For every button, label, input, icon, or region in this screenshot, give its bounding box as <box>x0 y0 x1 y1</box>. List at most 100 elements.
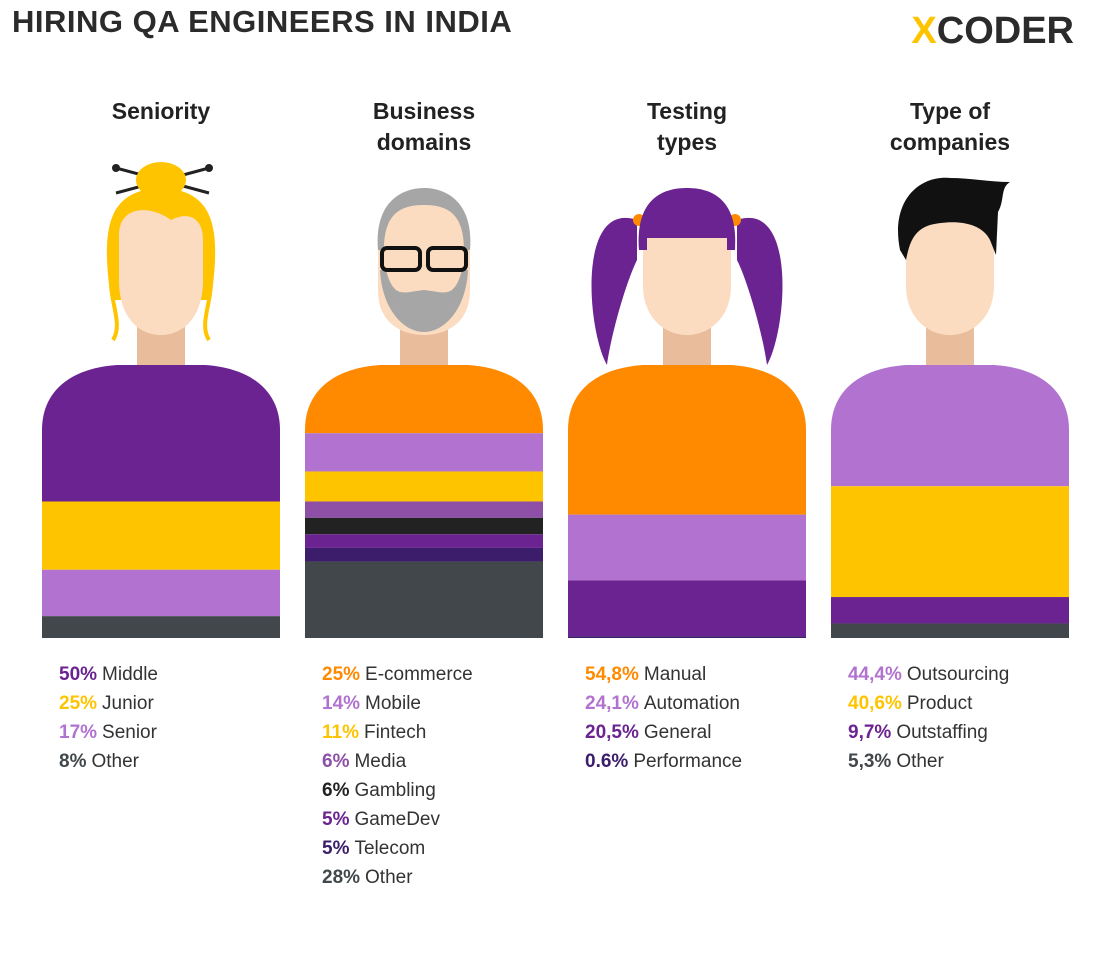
stripe <box>831 597 1069 624</box>
stripe <box>305 471 543 502</box>
head-1 <box>106 162 216 375</box>
stripe <box>42 501 280 570</box>
legend-label: GameDev <box>354 809 440 830</box>
stripe <box>568 636 806 638</box>
page-title: HIRING QA ENGINEERS IN INDIA <box>12 4 513 39</box>
stripe <box>305 561 543 638</box>
head-4 <box>898 177 1010 375</box>
legend-value: 44,4% <box>848 664 902 685</box>
legend-row: 6% Gambling <box>322 776 473 805</box>
legend-value: 5% <box>322 809 350 830</box>
legend-label: Junior <box>102 693 154 714</box>
legend-label: Manual <box>643 664 707 685</box>
panel-title: Business domains <box>372 98 476 155</box>
legend-label: Performance <box>633 751 743 772</box>
legend-label: Automation <box>643 693 740 714</box>
stripe <box>42 616 280 638</box>
logo: XCODER <box>911 10 1074 53</box>
panel-title: Type of companies <box>889 98 1011 155</box>
legend-label: Media <box>354 751 407 772</box>
stripe <box>568 365 806 515</box>
legend-row: 44,4% Outsourcing <box>848 660 1009 689</box>
legend-value: 25% <box>322 664 361 685</box>
legend-row: 40,6% Product <box>848 689 1009 718</box>
head-2 <box>377 188 471 375</box>
torso <box>568 365 806 638</box>
torso <box>305 365 543 638</box>
legend-label: General <box>643 722 712 743</box>
legend-value: 50% <box>59 664 98 685</box>
legend-row: 5% Telecom <box>322 834 473 863</box>
torso <box>42 365 280 638</box>
legend-row: 5% GameDev <box>322 805 473 834</box>
stripe <box>831 486 1069 598</box>
legend-value: 28% <box>322 867 361 888</box>
stripe <box>305 517 543 535</box>
legend-value: 24,1% <box>585 693 639 714</box>
legend-label: Senior <box>102 722 157 743</box>
legend-label: Outsourcing <box>906 664 1010 685</box>
legend-value: 25% <box>59 693 98 714</box>
stripe <box>568 514 806 581</box>
head-3 <box>591 188 783 375</box>
legend-label: Mobile <box>365 693 422 714</box>
stripe <box>305 501 543 518</box>
legend-label: Telecom <box>354 838 426 859</box>
legend: 50% Middle 25% Junior 17% Senior 8% Other <box>59 660 158 776</box>
panel-title: Seniority <box>111 98 211 124</box>
stripe <box>305 547 543 562</box>
legend-row: 0.6% Performance <box>585 747 742 776</box>
stripe <box>305 365 543 434</box>
legend-label: Outstaffing <box>896 722 988 743</box>
legend-label: Other <box>365 867 413 888</box>
legend-label: Fintech <box>363 722 427 743</box>
legend-row: 9,7% Outstaffing <box>848 718 1009 747</box>
legend-row: 6% Media <box>322 747 473 776</box>
legend-value: 14% <box>322 693 361 714</box>
logo-text: CODER <box>936 10 1074 52</box>
legend-row: 25% E-commerce <box>322 660 473 689</box>
stripe <box>42 365 280 502</box>
legend: 54,8% Manual 24,1% Automation 20,5% General 0.… <box>585 660 742 776</box>
legend-value: 6% <box>322 751 350 772</box>
legend-value: 40,6% <box>848 693 902 714</box>
torso <box>831 365 1069 638</box>
legend-label: Other <box>896 751 944 772</box>
legend-row: 20,5% General <box>585 718 742 747</box>
legend-label: Gambling <box>354 780 436 801</box>
stripe <box>831 623 1069 638</box>
legend-row: 50% Middle <box>59 660 158 689</box>
legend-row: 28% Other <box>322 863 473 892</box>
legend: 44,4% Outsourcing 40,6% Product 9,7% Outstaff… <box>848 660 1009 776</box>
stripe <box>42 569 280 617</box>
legend-value: 6% <box>322 780 350 801</box>
legend-value: 8% <box>59 751 87 772</box>
legend-row: 17% Senior <box>59 718 158 747</box>
legend-value: 11% <box>322 722 359 743</box>
legend-row: 25% Junior <box>59 689 158 718</box>
panel-title: Testing types <box>646 98 728 155</box>
legend-value: 54,8% <box>585 664 639 685</box>
legend-row: 8% Other <box>59 747 158 776</box>
legend-value: 0.6% <box>585 751 629 772</box>
legend-row: 14% Mobile <box>322 689 473 718</box>
legend-row: 24,1% Automation <box>585 689 742 718</box>
legend-value: 20,5% <box>585 722 639 743</box>
legend-value: 5,3% <box>848 751 892 772</box>
stripe <box>305 433 543 472</box>
legend-label: Other <box>91 751 139 772</box>
logo-mark: X <box>911 10 937 52</box>
legend-value: 17% <box>59 722 98 743</box>
legend-label: Middle <box>102 664 159 685</box>
legend-label: E-commerce <box>365 664 473 685</box>
stripe <box>305 534 543 548</box>
legend-value: 5% <box>322 838 350 859</box>
stripe <box>568 580 806 637</box>
legend-label: Product <box>906 693 973 714</box>
stripe <box>831 365 1069 487</box>
legend-row: 54,8% Manual <box>585 660 742 689</box>
legend-value: 9,7% <box>848 722 892 743</box>
legend: 25% E-commerce 14% Mobile 11% Fintech 6% Media 6… <box>322 660 473 892</box>
